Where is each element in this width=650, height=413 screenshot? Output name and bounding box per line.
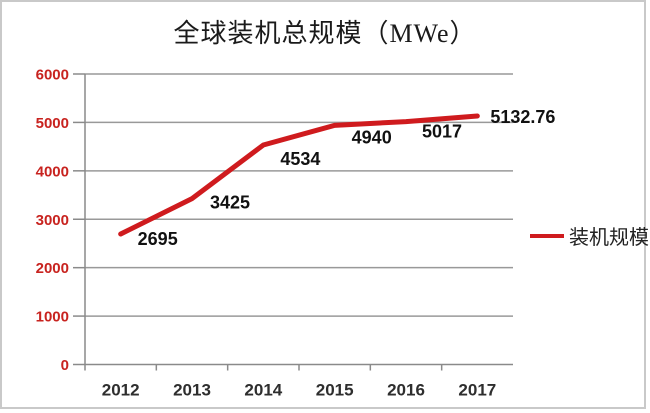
data-point-label: 4534 — [280, 149, 320, 169]
x-tick-label: 2016 — [387, 381, 425, 400]
y-tick-label: 1000 — [36, 309, 69, 326]
data-point-label: 2695 — [138, 229, 178, 249]
y-tick-label: 5000 — [36, 115, 69, 132]
chart-title: 全球装机总规模（MWe） — [173, 19, 477, 48]
legend-line-swatch — [530, 233, 564, 238]
data-point-label: 3425 — [210, 193, 250, 213]
x-tick-label: 2014 — [244, 381, 282, 400]
data-line-series — [118, 113, 480, 237]
legend-label: 装机规模 — [569, 227, 649, 249]
x-tick-label: 2012 — [102, 381, 140, 400]
y-tick-label: 6000 — [36, 67, 69, 84]
data-point-label: 5132.76 — [490, 107, 555, 127]
y-tick-label: 3000 — [36, 212, 69, 229]
y-tick-label: 0 — [61, 357, 69, 374]
x-tick-label: 2017 — [458, 381, 496, 400]
x-tick-label: 2015 — [316, 381, 354, 400]
y-tick-label: 2000 — [36, 260, 69, 277]
x-tick-label: 2013 — [173, 381, 211, 400]
legend: 装机规模 — [530, 221, 649, 250]
y-tick-label: 4000 — [36, 163, 69, 180]
data-point-label: 5017 — [422, 122, 462, 142]
data-point-label: 4940 — [352, 127, 392, 147]
